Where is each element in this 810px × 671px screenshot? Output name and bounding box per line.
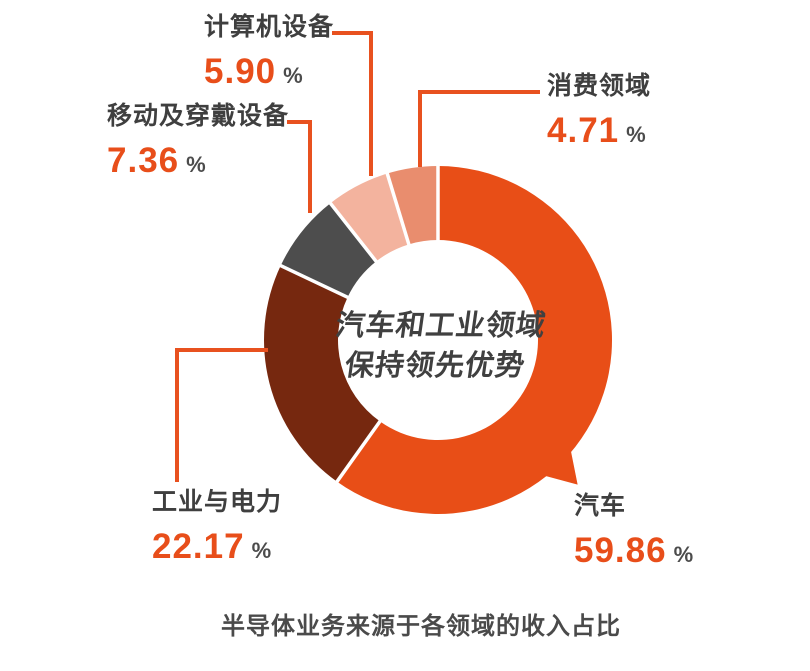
donut-segment-separator bbox=[274, 261, 356, 303]
leader-line-computer bbox=[332, 31, 373, 176]
callout-industry-value: 22.17% bbox=[152, 528, 282, 573]
callout-mobile-label: 移动及穿戴设备 bbox=[107, 102, 290, 130]
callout-auto: 汽车 59.86% bbox=[574, 491, 693, 577]
callout-industry-label: 工业与电力 bbox=[152, 488, 283, 516]
callout-consumer-value: 4.71% bbox=[547, 112, 651, 157]
callout-auto-percent-sign: % bbox=[673, 542, 694, 567]
callout-mobile-number: 7.36 bbox=[107, 141, 180, 180]
callout-computer-percent-sign: % bbox=[283, 63, 303, 88]
donut-segment-industry bbox=[264, 265, 380, 482]
callout-consumer-percent-sign: % bbox=[626, 122, 646, 147]
chart-title: 半导体业务来源于各领域的收入占比 bbox=[221, 613, 621, 640]
donut-center-text: 汽车和工业领域 保持领先优势 bbox=[327, 306, 549, 386]
callout-industry-number: 22.17 bbox=[152, 527, 245, 566]
callout-computer-number: 5.90 bbox=[204, 52, 277, 91]
callout-computer-value: 5.90% bbox=[204, 53, 334, 98]
callout-auto-value: 59.86% bbox=[574, 532, 693, 577]
callout-computer-label: 计算机设备 bbox=[204, 13, 335, 41]
callout-industry-percent-sign: % bbox=[251, 538, 272, 563]
donut-center-text-line2: 保持领先优势 bbox=[342, 350, 528, 382]
donut-center-text-line1: 汽车和工业领域 bbox=[333, 310, 549, 342]
callout-auto-number: 59.86 bbox=[574, 531, 667, 570]
donut-segment-consumer bbox=[387, 166, 438, 245]
donut-tail-pointer-auto bbox=[541, 446, 578, 485]
leader-line-mobile bbox=[287, 120, 312, 213]
donut-segment-separator bbox=[325, 197, 383, 269]
callout-consumer: 消费领域 4.71% bbox=[547, 71, 651, 157]
callout-consumer-label: 消费领域 bbox=[547, 72, 652, 100]
donut-segment-mobile bbox=[280, 203, 377, 298]
callout-consumer-number: 4.71 bbox=[547, 111, 620, 150]
donut-segment-separator bbox=[332, 413, 387, 488]
callout-mobile-percent-sign: % bbox=[186, 152, 206, 177]
donut-segment-separator bbox=[383, 167, 413, 253]
callout-auto-label: 汽车 bbox=[574, 492, 627, 520]
donut-segment-computer bbox=[330, 173, 409, 262]
callout-mobile: 移动及穿戴设备 7.36% bbox=[107, 101, 289, 187]
donut-segment-auto bbox=[336, 166, 613, 514]
callout-computer: 计算机设备 5.90% bbox=[204, 12, 334, 98]
callout-industry: 工业与电力 22.17% bbox=[152, 487, 282, 573]
callout-mobile-value: 7.36% bbox=[107, 142, 289, 187]
leader-line-consumer bbox=[418, 90, 540, 167]
leader-line-industry bbox=[175, 348, 268, 482]
